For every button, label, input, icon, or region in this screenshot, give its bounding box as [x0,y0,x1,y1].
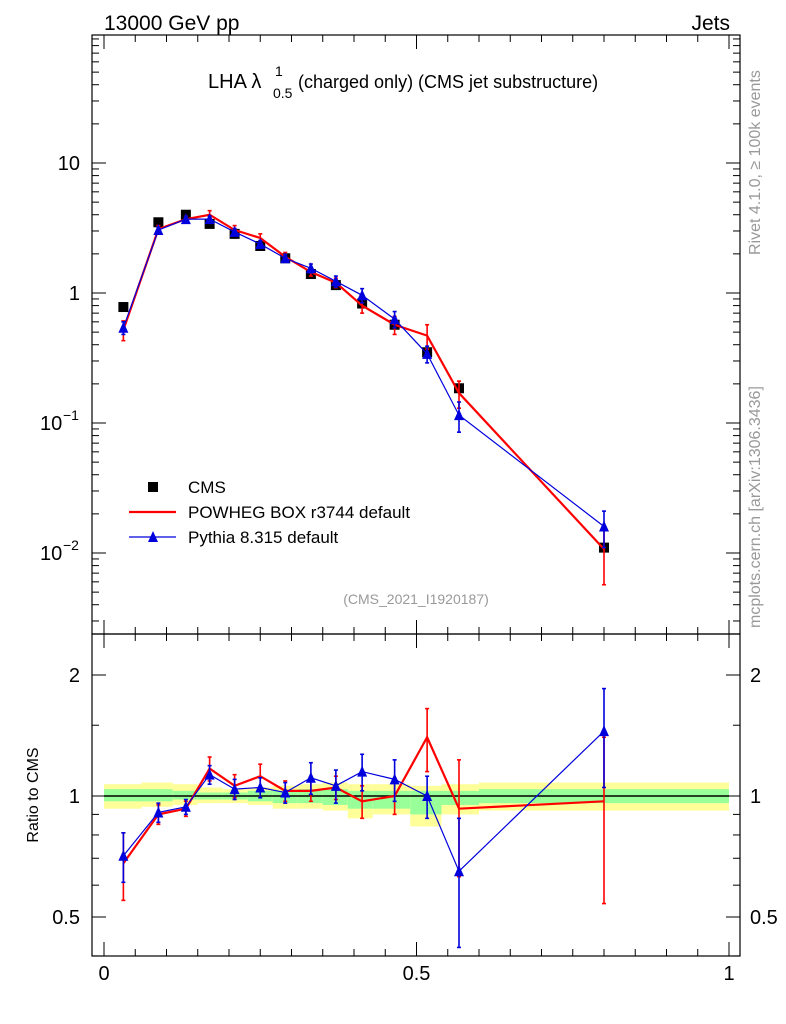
title-sup: 1 [275,63,283,79]
triangle-marker [305,262,316,274]
band-inner [441,790,479,805]
triangle-marker [305,771,316,783]
y-tick-label: 1 [69,283,80,305]
ratio-y-tick-label-left: 0.5 [52,907,80,929]
ratio-axis-ticks: 0.5 0.5 1 1 2 2 [52,665,778,957]
triangle-marker [357,289,368,301]
cms-data-point [153,217,164,228]
y-tick-label: 10 −2 [40,537,79,565]
header-left: 13000 GeV pp [104,12,239,35]
legend-label: POWHEG BOX r3744 default [188,503,410,522]
title-main: LHA λ [208,71,261,93]
title-rest: (charged only) (CMS jet substructure) [298,72,598,92]
x-tick-label: 1 [723,963,734,985]
triangle-marker [330,275,341,287]
triangle-marker [599,725,609,737]
ratio-plot-frame [91,633,741,957]
series-line [122,730,605,873]
legend-label: Pythia 8.315 default [188,528,339,547]
band-inner [172,790,198,800]
y-tick-label-base: 10 [40,413,62,435]
band-inner [410,790,442,815]
triangle-marker [454,409,464,421]
triangle-marker [454,865,464,877]
legend-label: CMS [188,478,226,497]
mcplots-label: mcplots.cern.ch [arXiv:1306.3436] [747,386,764,628]
band-inner [104,789,142,802]
triangle-marker [204,213,215,225]
series-line [122,218,605,527]
triangle-marker [255,781,266,793]
triangle-marker [118,321,129,333]
triangle-marker [389,313,400,325]
rivet-label: Rivet 4.1.0, ≥ 100k events [747,70,764,255]
triangle-marker [180,800,191,812]
analysis-id: (CMS_2021_I1920187) [343,591,489,607]
y-tick-label-base: 10 [58,153,80,175]
title-sub: 0.5 [273,85,293,101]
triangle-marker [118,849,129,861]
legend: CMS POWHEG BOX r3744 default Pythia 8.315 … [129,478,410,547]
y-tick-label-base: 10 [40,543,62,565]
x-tick-label: 0 [98,963,109,985]
header-right: Jets [691,12,730,35]
y-tick-label-exp: −2 [63,537,79,553]
ratio-y-tick-label-right: 2 [750,665,761,687]
main-plot-series [118,209,609,586]
triangle-marker [422,790,433,801]
triangle-marker [280,786,291,798]
band-inner [372,790,411,809]
legend-marker-triangle [148,531,158,542]
triangle-marker [180,213,191,225]
series-line [122,213,605,550]
ratio-y-tick-label-left: 1 [69,786,80,808]
legend-marker-square [148,482,158,492]
y-tick-label: 10 −1 [40,407,79,435]
ratio-y-tick-label-right: 1 [750,786,761,808]
triangle-marker [153,224,164,236]
triangle-marker [280,252,291,264]
y-tick-label: 10 [58,153,80,175]
triangle-marker [357,765,368,777]
triangle-marker [204,768,215,780]
ratio-y-tick-label-left: 2 [69,665,80,687]
triangle-marker [229,783,240,795]
triangle-marker [229,225,240,237]
ratio-ylabel: Ratio to CMS [25,747,42,842]
cms-data-point [118,302,129,313]
y-tick-label-exp: −1 [63,407,79,423]
ratio-y-tick-label-right: 0.5 [750,907,778,929]
x-axis-ticks: 0 0.5 1 [98,35,735,985]
triangle-marker [255,238,266,250]
triangle-marker [599,520,609,532]
triangle-marker [330,779,341,791]
x-tick-label: 0.5 [403,963,431,985]
ratio-plot-series [118,687,609,949]
y-tick-label-base: 1 [69,283,80,305]
band-inner [141,789,173,802]
triangle-marker [422,347,433,359]
triangle-marker [153,806,164,818]
triangle-marker [389,773,400,785]
plot-title: LHA λ 1 0.5 (charged only) (CMS jet subs… [208,63,598,101]
